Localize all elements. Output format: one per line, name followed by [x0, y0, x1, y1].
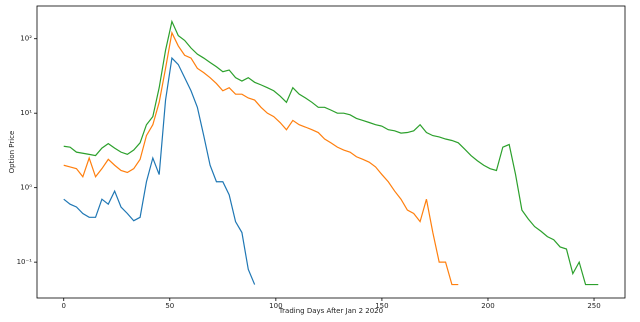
- y-axis-label: Option Price: [8, 131, 16, 174]
- y-tick-label: 10¹: [20, 109, 32, 117]
- x-tick-label: 0: [61, 302, 65, 310]
- y-tick-label: 10⁻¹: [17, 258, 33, 266]
- x-tick-label: 150: [375, 302, 388, 310]
- series-line: [63, 56, 256, 285]
- series-line: [63, 19, 599, 286]
- series-line: [63, 30, 459, 286]
- x-tick-label: 250: [587, 302, 600, 310]
- x-tick-label: 100: [269, 302, 282, 310]
- x-tick-label: 200: [481, 302, 494, 310]
- x-axis-label: Trading Days After Jan 2 2020: [278, 307, 383, 315]
- plot-frame: [36, 5, 626, 299]
- y-tick-label: 10²: [20, 35, 32, 43]
- x-tick-label: 50: [165, 302, 174, 310]
- y-tick-label: 10⁰: [20, 184, 32, 192]
